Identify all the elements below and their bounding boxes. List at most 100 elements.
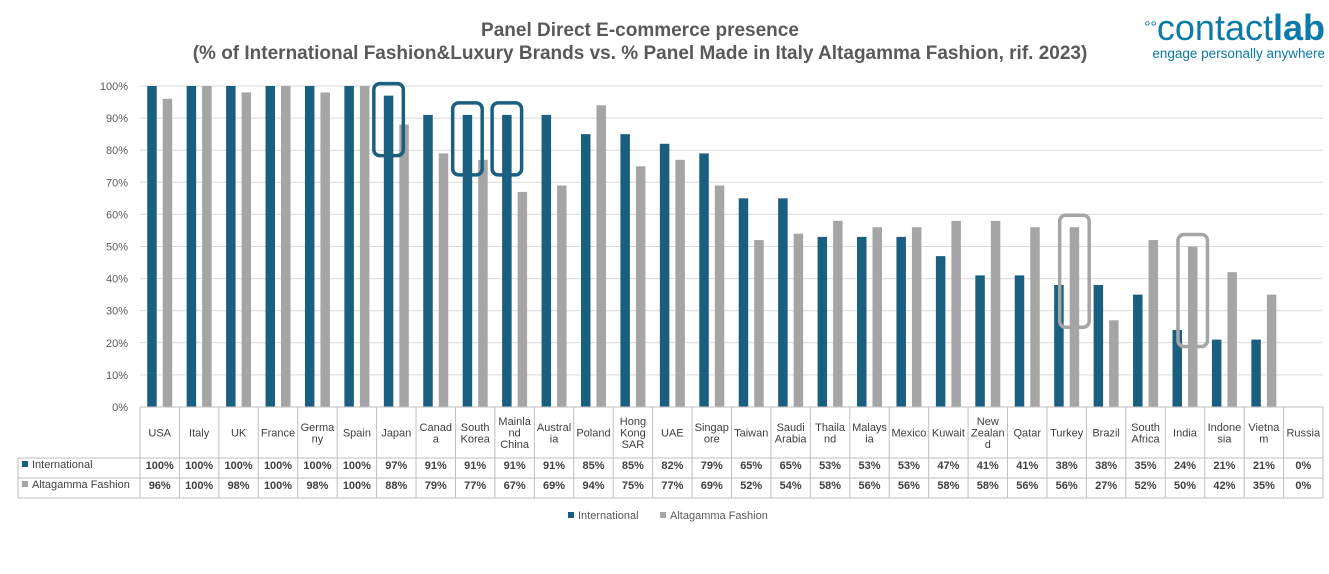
bar-altagamma: [675, 159, 685, 407]
category-label: South Africa: [1131, 422, 1160, 446]
data-label: 100%: [225, 460, 253, 472]
bar-altagamma: [281, 86, 291, 407]
bar-international: [659, 143, 670, 407]
bar-international: [1054, 285, 1064, 407]
bar-international: [778, 198, 788, 407]
data-label: 35%: [1253, 480, 1275, 492]
legend-swatch-international: [568, 512, 574, 518]
data-label: 85%: [582, 460, 604, 472]
data-label: 65%: [740, 460, 762, 472]
bar-altagamma: [1030, 227, 1040, 407]
bar-altagamma: [241, 92, 252, 408]
data-label: 56%: [1056, 480, 1078, 492]
bar-altagamma: [1069, 227, 1080, 407]
bar-international: [1172, 329, 1182, 407]
bar-altagamma: [635, 166, 646, 407]
legend-label: Altagamma Fashion: [670, 510, 768, 522]
category-label: Kuwait: [932, 428, 965, 440]
bar-altagamma: [1266, 294, 1277, 407]
bar-altagamma: [162, 98, 173, 407]
category-label: Taiwan: [734, 428, 768, 440]
bar-altagamma: [833, 220, 843, 407]
data-label: 56%: [898, 480, 920, 492]
bar-international: [1133, 294, 1143, 407]
bar-altagamma: [517, 191, 528, 407]
category-label: Singap ore: [695, 422, 729, 446]
bar-altagamma: [951, 220, 961, 407]
highlight-box: [490, 101, 524, 177]
contactlab-logo: °°contactlab engage personally anywhere: [1115, 7, 1325, 62]
y-tick-label: 0%: [112, 402, 128, 414]
data-label: 24%: [1174, 460, 1196, 472]
data-label: 91%: [425, 460, 447, 472]
bar-international: [344, 86, 354, 407]
legend-label: International: [578, 510, 639, 522]
data-label: 69%: [543, 480, 565, 492]
data-label: 75%: [622, 480, 644, 492]
row-header: International: [32, 459, 93, 471]
category-label: Italy: [189, 428, 210, 440]
bar-international: [975, 275, 985, 407]
row-header: Altagamma Fashion: [32, 479, 130, 491]
category-label: Mainla nd China: [498, 416, 531, 451]
data-label: 21%: [1213, 460, 1235, 472]
bar-international: [265, 86, 276, 407]
data-label: 41%: [1016, 460, 1038, 472]
category-label: UK: [231, 428, 247, 440]
y-tick-label: 50%: [106, 242, 128, 254]
bar-international: [817, 236, 828, 407]
data-label: 88%: [385, 480, 407, 492]
data-label: 53%: [819, 460, 841, 472]
data-label: 91%: [504, 460, 526, 472]
bar-international: [423, 114, 433, 407]
data-label: 100%: [264, 480, 292, 492]
data-label: 53%: [859, 460, 881, 472]
category-label: Canad a: [420, 422, 452, 446]
logo-brand-bold: lab: [1272, 7, 1325, 48]
bar-altagamma: [714, 185, 725, 407]
bar-altagamma: [399, 124, 409, 408]
legend-key-altagamma: [22, 481, 28, 487]
bar-international: [580, 134, 591, 407]
logo-brand-light: contact: [1156, 7, 1273, 48]
category-label: Saudi Arabia: [775, 422, 808, 446]
y-tick-label: 20%: [106, 338, 128, 350]
category-label: South Korea: [461, 422, 491, 446]
data-label: 52%: [1135, 480, 1157, 492]
bar-altagamma: [872, 227, 883, 407]
data-label: 77%: [464, 480, 486, 492]
bar-international: [1211, 339, 1222, 407]
data-label: 98%: [228, 480, 250, 492]
category-label: Thaila nd: [815, 422, 846, 446]
category-label: Poland: [576, 428, 610, 440]
data-label: 58%: [819, 480, 841, 492]
data-label: 97%: [385, 460, 407, 472]
data-label: 52%: [740, 480, 762, 492]
data-label: 85%: [622, 460, 644, 472]
data-label: 100%: [343, 480, 371, 492]
bar-international: [186, 86, 197, 407]
data-label: 65%: [780, 460, 802, 472]
data-label: 56%: [1016, 480, 1038, 492]
category-label: UAE: [661, 428, 684, 440]
category-label: Russia: [1286, 428, 1321, 440]
bar-altagamma: [596, 105, 606, 407]
y-tick-label: 40%: [106, 274, 128, 286]
bar-international: [383, 95, 394, 407]
data-label: 21%: [1253, 460, 1275, 472]
data-label: 100%: [185, 460, 213, 472]
bar-international: [1251, 339, 1261, 407]
data-label: 100%: [146, 460, 174, 472]
category-label: Hong Kong SAR: [620, 416, 646, 451]
bar-international: [620, 134, 630, 407]
bar-altagamma: [1148, 240, 1159, 407]
data-label: 53%: [898, 460, 920, 472]
data-label: 77%: [661, 480, 683, 492]
bar-international: [226, 86, 236, 407]
data-label: 79%: [701, 460, 723, 472]
bar-altagamma: [478, 159, 488, 407]
bar-international: [304, 86, 315, 407]
data-label: 69%: [701, 480, 723, 492]
data-label: 38%: [1095, 460, 1117, 472]
